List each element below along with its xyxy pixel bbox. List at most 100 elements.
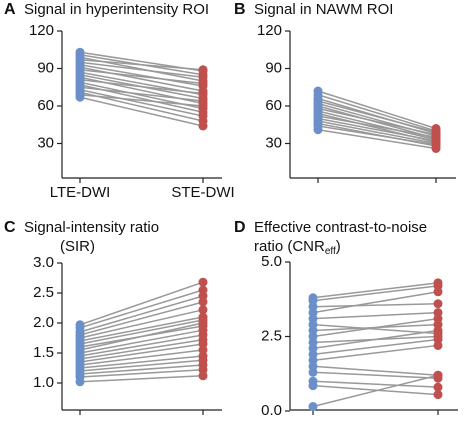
pair-line: [312, 338, 439, 356]
y-tick-label: 2.5: [33, 284, 54, 301]
pair-line: [79, 96, 204, 127]
point: [198, 89, 208, 98]
panel-title: Effective contrast-to-noise: [254, 219, 427, 236]
point: [308, 402, 318, 412]
pair-line: [312, 344, 439, 362]
point: [308, 381, 318, 391]
y-tick-label: 90: [37, 59, 54, 76]
pair-line: [312, 291, 439, 314]
point: [198, 371, 208, 381]
point: [433, 287, 443, 297]
y-tick-label: 3.0: [33, 254, 54, 271]
pair-line: [79, 66, 204, 92]
pair-line: [312, 329, 439, 350]
point: [75, 377, 85, 387]
pair-line: [79, 69, 204, 85]
panel-title: (SIR): [60, 238, 95, 255]
point: [431, 144, 441, 153]
y-tick-label: 2.5: [261, 327, 282, 344]
point: [198, 277, 208, 287]
pair-line: [79, 322, 204, 351]
pair-line: [312, 285, 439, 302]
pair-line: [312, 311, 439, 320]
pair-line: [79, 301, 204, 336]
y-tick-label: 60: [265, 97, 282, 114]
point: [198, 72, 208, 82]
pair-line: [79, 349, 204, 366]
point: [198, 318, 208, 328]
pair-line: [317, 110, 437, 141]
point: [198, 101, 208, 111]
y-tick-label: 120: [29, 22, 54, 39]
pair-line: [317, 125, 437, 146]
title-subscript: eff: [325, 246, 336, 257]
panel-title: Signal in hyperintensity ROI: [24, 1, 209, 18]
y-tick-label: 60: [37, 97, 54, 114]
pair-line: [79, 319, 204, 345]
pair-line: [79, 64, 204, 87]
point: [433, 390, 443, 400]
point: [433, 370, 443, 380]
pair-line: [79, 375, 204, 383]
point: [433, 340, 443, 350]
point: [433, 299, 443, 309]
pair-line: [79, 94, 204, 107]
pair-line: [317, 129, 437, 150]
point: [198, 121, 208, 131]
pair-line: [312, 371, 439, 379]
pair-line: [317, 100, 437, 133]
point: [433, 382, 443, 392]
pair-line: [79, 369, 204, 378]
point: [198, 297, 208, 307]
pair-line: [79, 79, 204, 95]
pair-line: [79, 89, 204, 117]
pair-line: [312, 323, 439, 335]
y-tick-label: 1.0: [33, 374, 54, 391]
pair-line: [79, 334, 204, 357]
pair-line: [79, 295, 204, 333]
point: [433, 326, 443, 336]
y-tick-label: 30: [37, 134, 54, 151]
pair-line: [312, 374, 439, 408]
pair-line: [317, 107, 437, 136]
pair-line: [79, 61, 204, 78]
panel-label: C: [4, 219, 16, 236]
pair-line: [312, 365, 439, 376]
point: [198, 65, 208, 75]
y-tick-label: 90: [265, 59, 282, 76]
pair-line: [317, 90, 437, 130]
pair-line: [317, 120, 437, 145]
pair-line: [79, 359, 204, 372]
pair-line: [312, 302, 439, 308]
pair-line: [79, 86, 204, 102]
y-tick-label: 0.0: [261, 402, 282, 419]
pair-line: [79, 59, 204, 71]
pair-line: [79, 355, 204, 369]
pair-line: [79, 329, 204, 354]
pair-line: [79, 339, 204, 360]
panel-title: ratio (CNReff): [254, 238, 341, 257]
pair-line: [79, 316, 204, 342]
y-tick-label: 2.0: [33, 314, 54, 331]
x-tick-label: LTE-DWI: [50, 184, 111, 201]
title-suffix: ): [336, 238, 341, 255]
panel-label: B: [234, 1, 246, 18]
panel-label: D: [234, 219, 246, 236]
x-tick-label: STE-DWI: [171, 184, 234, 201]
y-tick-label: 5.0: [261, 253, 282, 270]
y-tick-label: 120: [257, 22, 282, 39]
point: [75, 92, 85, 102]
pair-line: [317, 94, 437, 132]
pair-line: [317, 115, 437, 138]
pair-line: [317, 117, 437, 142]
pair-line: [312, 282, 439, 299]
y-tick-label: 1.5: [33, 344, 54, 361]
panel-label: A: [4, 1, 16, 18]
pair-line: [312, 380, 439, 388]
pair-line: [79, 289, 204, 329]
pair-line: [79, 309, 204, 339]
panel-title: Signal-intensity ratio: [24, 219, 159, 236]
point: [198, 79, 208, 88]
pair-line: [79, 364, 204, 375]
